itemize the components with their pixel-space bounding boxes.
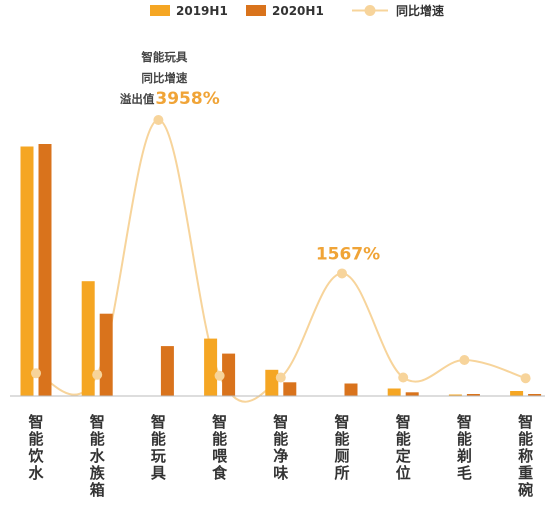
legend-swatch-2019h1: [150, 5, 170, 16]
category-label-0: 智能饮水: [27, 413, 44, 482]
bar-2019h1-6: [387, 388, 401, 396]
legend-label-growth: 同比增速: [396, 3, 444, 18]
bar-2020h1-0: [38, 144, 52, 396]
category-label-7: 智能剃毛: [456, 413, 472, 482]
growth-point-3: [214, 370, 225, 381]
bar-2019h1-8: [510, 391, 524, 396]
category-label-6: 智能定位: [396, 413, 411, 482]
bar-2020h1-5: [344, 383, 358, 396]
growth-point-6: [398, 372, 409, 383]
bar-2020h1-4: [283, 382, 297, 396]
legend-label-2020h1: 2020H1: [272, 4, 324, 18]
growth-point-5: [337, 268, 347, 279]
annotation-line-0-0: 智能玩具: [141, 50, 187, 64]
growth-point-7: [459, 355, 470, 365]
growth-point-8: [520, 373, 531, 384]
bar-2019h1-7: [448, 394, 462, 396]
growth-point-2: [153, 115, 164, 125]
bar-layer: [20, 144, 542, 396]
growth-line-layer: [35, 118, 526, 403]
bar-2019h1-3: [204, 338, 218, 396]
bar-2020h1-7: [466, 394, 480, 396]
growth-point-1: [92, 369, 103, 380]
category-label-layer: 智能饮水 智能水族箱 智能玩具 智能喂食 智能净味 智能厕所 智能定位 智能剃毛 智能称重碗: [27, 413, 533, 499]
category-label-3: 智能喂食: [212, 413, 228, 482]
growth-point-0: [31, 368, 41, 379]
category-label-2: 智能玩具: [151, 413, 166, 482]
category-label-4: 智能净味: [273, 413, 288, 482]
category-label-5: 智能厕所: [334, 413, 349, 482]
bar-2020h1-1: [99, 313, 113, 396]
bar-2020h1-3: [222, 353, 236, 396]
legend-label-2019h1: 2019H1: [176, 4, 228, 18]
legend-swatch-2020h1: [246, 5, 266, 16]
category-label-8: 智能称重碗: [518, 413, 533, 499]
category-label-1: 智能水族箱: [90, 413, 106, 499]
growth-point-layer: [31, 115, 531, 384]
bar-2020h1-6: [405, 392, 419, 396]
annotation-line-0-1: 同比增速: [141, 71, 187, 85]
growth-point-4: [275, 372, 286, 383]
bar-2019h1-0: [20, 146, 34, 396]
bar-2020h1-8: [528, 394, 542, 396]
legend: 2019H1 2020H1 同比增速: [150, 3, 444, 18]
legend-marker-swatch: [364, 5, 376, 16]
bar-2019h1-1: [81, 281, 95, 396]
annotation-value-1: 1567%: [316, 244, 380, 264]
bar-2020h1-2: [160, 346, 174, 396]
growth-line: [35, 118, 526, 403]
annotation-line-0-2: 溢出值: [120, 92, 155, 106]
annotation-value-0: 3958%: [155, 89, 219, 109]
bar-2019h1-4: [265, 369, 279, 396]
